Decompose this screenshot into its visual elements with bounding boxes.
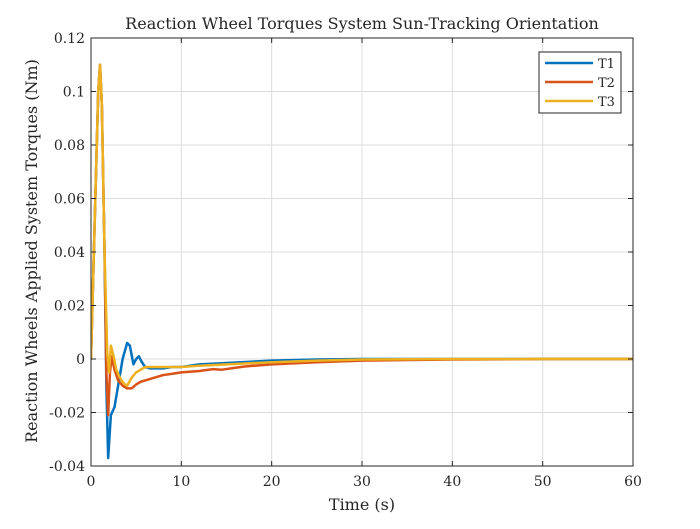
x-tick-label: 40 (443, 474, 461, 490)
chart-title: Reaction Wheel Torques System Sun-Tracki… (125, 14, 599, 33)
y-tick-label: -0.02 (49, 406, 85, 422)
y-tick-label: 0.04 (54, 245, 85, 261)
y-tick-label: 0.02 (54, 299, 85, 315)
y-tick-label: -0.04 (49, 459, 85, 475)
y-tick-label: 0 (76, 352, 85, 368)
y-tick-label: 0.06 (54, 192, 85, 208)
legend-label-t3: T3 (598, 95, 615, 110)
x-tick-label: 60 (624, 474, 642, 490)
x-tick-label: 10 (172, 474, 190, 490)
x-tick-label: 0 (87, 474, 96, 490)
x-tick-label: 30 (353, 474, 371, 490)
legend-label-t1: T1 (598, 57, 615, 72)
y-tick-label: 0.08 (54, 138, 85, 154)
legend-label-t2: T2 (598, 76, 615, 91)
y-tick-label: 0.1 (63, 85, 85, 101)
series-layer (91, 63, 633, 460)
legend: T1 T2 T3 (538, 51, 622, 114)
x-tick-label: 20 (263, 474, 281, 490)
series-line-t3 (91, 63, 633, 387)
y-axis-label: Reaction Wheels Applied System Torques (… (22, 59, 41, 443)
ticks: 0 10 20 30 40 50 60 -0.04 -0.02 0 0.02 0.04 0.06 0.08… (49, 31, 642, 490)
y-tick-label: 0.12 (54, 31, 85, 47)
x-tick-label: 50 (534, 474, 552, 490)
x-axis-label: Time (s) (329, 495, 395, 514)
